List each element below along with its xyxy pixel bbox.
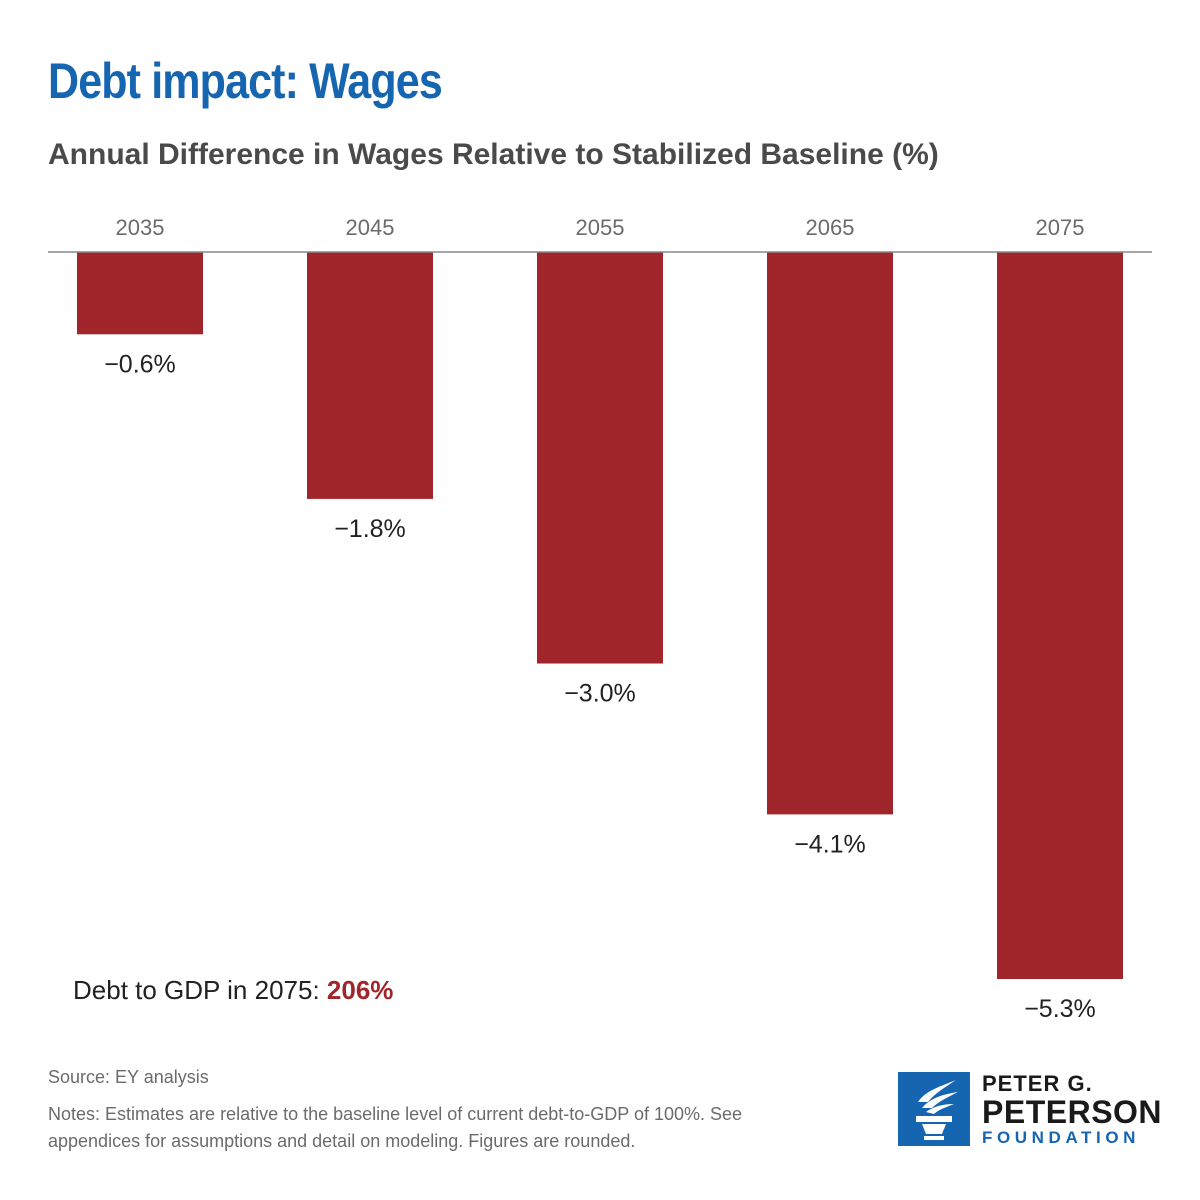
category-label-2075: 2075 [1036, 215, 1085, 240]
chart-subtitle: Annual Difference in Wages Relative to S… [48, 138, 939, 171]
debt-to-gdp-callout: Debt to GDP in 2075: 206% [73, 975, 393, 1006]
notes-text: Notes: Estimates are relative to the bas… [48, 1104, 743, 1151]
bar-chart: 2035 −0.6% 2045 −1.8% 2055 −3.0% 2065 −4.1% 2075… [48, 215, 1152, 1023]
data-label-2065: −4.1% [794, 830, 866, 858]
data-label-2075: −5.3% [1024, 995, 1096, 1023]
bar-2035 [77, 252, 203, 335]
peterson-foundation-logo: PETER G. PETERSON FOUNDATION [898, 1072, 1162, 1148]
category-label-2045: 2045 [346, 215, 395, 240]
bar-2065 [767, 252, 893, 815]
bar-2055 [537, 252, 663, 664]
logo-line-1: PETER G. [982, 1071, 1093, 1096]
callout-label: Debt to GDP in 2075: [73, 975, 327, 1005]
source-note: Source: EY analysis [48, 1067, 209, 1087]
page-title: Debt impact: Wages [48, 53, 443, 109]
data-label-2035: −0.6% [104, 350, 176, 378]
logo-line-2: PETERSON [982, 1094, 1163, 1130]
bar-2075 [997, 252, 1123, 979]
bar-2045 [307, 252, 433, 499]
category-label-2035: 2035 [116, 215, 165, 240]
category-label-2065: 2065 [806, 215, 855, 240]
logo-line-3: FOUNDATION [982, 1128, 1141, 1147]
data-label-2055: −3.0% [564, 680, 636, 708]
torch-icon [898, 1072, 970, 1146]
category-label-2055: 2055 [576, 215, 625, 240]
data-label-2045: −1.8% [334, 515, 406, 543]
callout-value: 206% [326, 975, 394, 1005]
